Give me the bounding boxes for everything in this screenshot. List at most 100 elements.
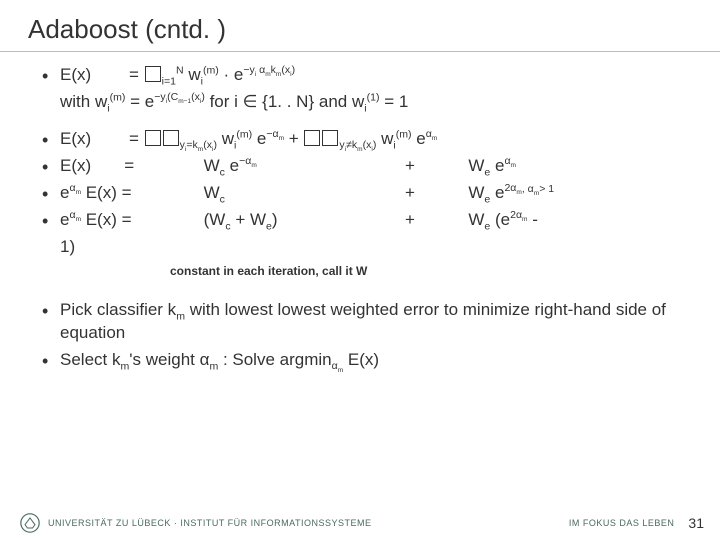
- t: (C: [167, 91, 178, 103]
- t: W: [468, 183, 484, 202]
- t: +: [380, 209, 440, 232]
- footer-right: IM FOKUS DAS LEBEN 31: [569, 515, 704, 531]
- t: −y: [243, 64, 254, 76]
- sum-glyph: [145, 66, 161, 82]
- t: (m): [236, 128, 252, 140]
- t: m: [209, 360, 218, 372]
- t: m: [251, 162, 256, 169]
- t: E(x): [60, 129, 91, 148]
- footer-right-text: IM FOKUS DAS LEBEN: [569, 518, 675, 528]
- t: +: [380, 182, 440, 205]
- t: e: [257, 129, 266, 148]
- eq-line-1b: with wi(m) = e−yi(Cm−1(xi) for i ∈ {1. .…: [42, 91, 694, 114]
- t: e: [416, 129, 425, 148]
- t: +: [289, 129, 304, 148]
- t: 's weight α: [129, 350, 209, 369]
- t: i=1: [162, 75, 176, 87]
- t: : Solve argmin: [218, 350, 331, 369]
- footer-left-text: UNIVERSITÄT ZU LÜBECK · INSTITUT FÜR INF…: [48, 518, 372, 528]
- t: (m): [203, 64, 219, 76]
- t: W: [204, 156, 220, 175]
- text-bullet-1: Pick classifier km with lowest lowest we…: [42, 299, 694, 345]
- t: m: [511, 162, 516, 169]
- t: , α: [522, 183, 534, 195]
- t: m: [432, 135, 437, 142]
- t: with w: [60, 92, 107, 111]
- t: e: [490, 183, 504, 202]
- t: m: [120, 360, 129, 372]
- t: E(x): [343, 350, 379, 369]
- t: (m): [396, 128, 412, 140]
- title-rule: [0, 51, 720, 52]
- t: (m): [110, 91, 126, 103]
- eq-line-5: eαm E(x) = (Wc + We) + We (e2αm -: [42, 209, 694, 232]
- t: i: [393, 139, 395, 151]
- eq-line-1: E(x) = i=1N wi(m) · e−yi αmkm(xi): [42, 64, 694, 87]
- t: −α: [239, 155, 251, 167]
- t: =: [129, 65, 144, 84]
- t: c: [220, 193, 225, 205]
- t: w: [381, 129, 393, 148]
- t: E(x) =: [81, 183, 132, 202]
- t: =k: [186, 139, 197, 151]
- t: e: [225, 156, 239, 175]
- footer-left: UNIVERSITÄT ZU LÜBECK · INSTITUT FÜR INF…: [20, 513, 372, 533]
- t: > 1: [539, 183, 554, 195]
- sum-glyph: [145, 130, 161, 146]
- eq-line-4: eαm E(x) = Wc + We e2αm, αm> 1: [42, 182, 694, 205]
- t: m−1: [178, 98, 191, 105]
- t: W: [468, 156, 484, 175]
- t: m: [279, 135, 284, 142]
- sum-glyph: [322, 130, 338, 146]
- slide-footer: UNIVERSITÄT ZU LÜBECK · INSTITUT FÜR INF…: [0, 506, 720, 540]
- t: +: [380, 155, 440, 178]
- t: N: [176, 64, 184, 76]
- t: w: [222, 129, 234, 148]
- t: (1): [367, 91, 380, 103]
- text-bullet-2: Select km's weight αm : Solve argminαm E…: [42, 349, 694, 372]
- t: · e: [223, 65, 243, 84]
- t: i: [234, 139, 236, 151]
- t: −α: [266, 128, 278, 140]
- slide-content: E(x) = i=1N wi(m) · e−yi αmkm(xi) with w…: [0, 64, 720, 372]
- t: i: [107, 102, 109, 114]
- t: m: [176, 310, 185, 322]
- eq-line-2: E(x) = yi=km(xi) wi(m) e−αm + yi≠km(xi) …: [42, 128, 694, 151]
- t: (x: [203, 139, 212, 151]
- eq-line-5-tail: 1): [42, 236, 694, 259]
- t: i: [201, 75, 203, 87]
- t: ): [213, 139, 217, 151]
- t: 2α: [504, 182, 516, 194]
- t: Select k: [60, 350, 120, 369]
- page-number: 31: [688, 515, 704, 531]
- eq-line-3: E(x) = Wc e−αm + We eαm: [42, 155, 694, 178]
- t: = 1: [384, 92, 408, 111]
- t: 1): [60, 237, 75, 256]
- t: = e: [130, 92, 154, 111]
- university-logo-icon: [20, 513, 40, 533]
- t: α: [256, 64, 265, 76]
- t: W: [468, 210, 484, 229]
- t: E(x): [60, 156, 91, 175]
- t: w: [188, 65, 200, 84]
- t: Pick classifier k: [60, 300, 176, 319]
- t: e: [490, 156, 504, 175]
- t: (x: [281, 64, 290, 76]
- t: 2α: [510, 209, 522, 221]
- t: (x: [191, 91, 200, 103]
- note-constant-W: constant in each iteration, call it W: [42, 263, 694, 279]
- t: =: [129, 129, 144, 148]
- t: (W: [204, 210, 226, 229]
- t: -: [527, 210, 537, 229]
- slide: Adaboost (cntd. ) E(x) = i=1N wi(m) · e−…: [0, 0, 720, 540]
- t: + W: [231, 210, 266, 229]
- sum-glyph: [163, 130, 179, 146]
- t: E(x): [60, 65, 91, 84]
- slide-title: Adaboost (cntd. ): [0, 0, 720, 51]
- t: −y: [154, 91, 165, 103]
- t: ): [292, 64, 296, 76]
- t: for i ∈ {1. . N} and w: [210, 92, 365, 111]
- t: ≠k: [346, 139, 357, 151]
- t: ): [272, 210, 278, 229]
- t: (e: [490, 210, 510, 229]
